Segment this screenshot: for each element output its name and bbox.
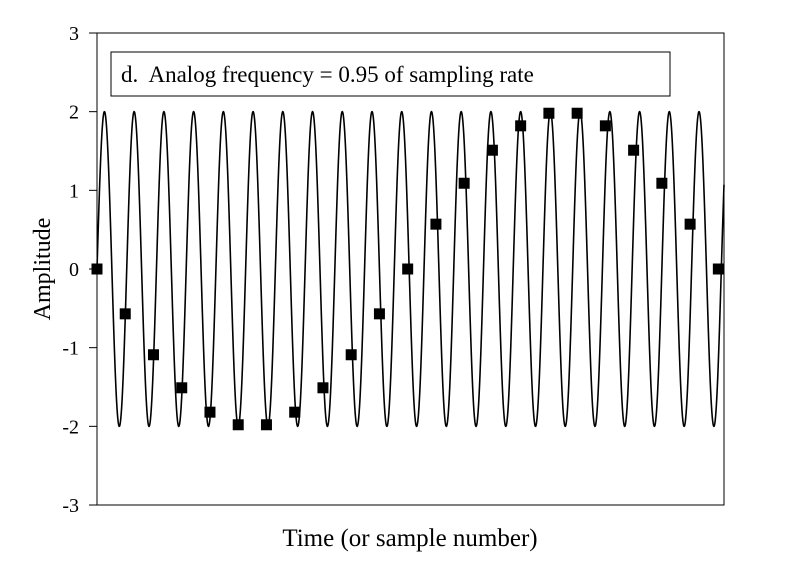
y-tick-label: 0 [69, 259, 79, 281]
sample-point [402, 263, 414, 275]
sample-point [373, 308, 385, 320]
sample-point [317, 382, 329, 394]
sample-point [543, 107, 555, 119]
sample-point [345, 349, 357, 361]
title-box [110, 51, 671, 97]
sample-point [599, 120, 611, 132]
y-tick-label: -2 [62, 416, 79, 438]
sample-point [458, 177, 470, 189]
sample-point [430, 218, 442, 230]
y-axis-label: Amplitude [30, 218, 56, 321]
sample-point [656, 177, 668, 189]
sample-point [571, 107, 583, 119]
y-tick-label: 2 [69, 102, 79, 124]
y-tick-label: 1 [69, 180, 79, 202]
sample-point [176, 382, 188, 394]
plot-area [91, 107, 725, 431]
sample-point [515, 120, 527, 132]
sample-point [147, 349, 159, 361]
sample-point [684, 218, 696, 230]
sample-point [712, 263, 724, 275]
sample-point [232, 419, 244, 431]
y-axis-ticks: 3 2 1 0 -1 -2 -3 [62, 23, 97, 517]
chart-title: d. Analog frequency = 0.95 of sampling r… [121, 62, 534, 87]
sample-point [628, 144, 640, 156]
sample-point [91, 263, 103, 275]
y-tick-label: -3 [62, 495, 79, 517]
sample-point [260, 419, 272, 431]
sample-point [289, 406, 301, 418]
y-tick-label: 3 [69, 23, 79, 45]
y-tick-label: -1 [62, 338, 79, 360]
analog-signal-line [96, 110, 725, 428]
x-axis-label: Time (or sample number) [282, 525, 537, 552]
sample-point [119, 308, 131, 320]
sample-point [486, 144, 498, 156]
sample-point [204, 406, 216, 418]
